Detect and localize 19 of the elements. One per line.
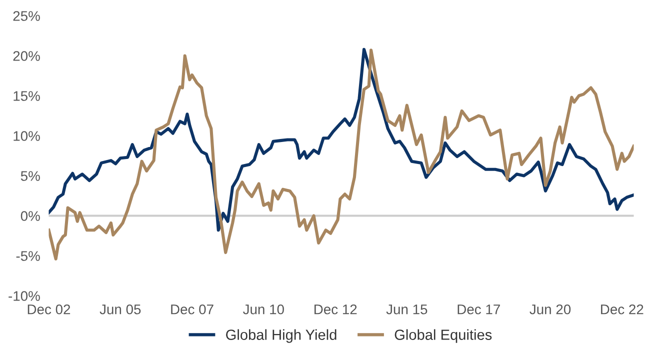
x-tick-label: Dec 12 [314,304,357,314]
x-tick-label: Jun 15 [386,304,428,314]
legend-label: Global Equities [394,329,492,343]
y-tick-label: -5% [16,251,40,261]
y-tick-label: 0% [20,211,40,221]
legend-label: Global High Yield [226,329,336,343]
y-tick-label: 20% [13,51,40,61]
x-tick-label: Jun 20 [530,304,571,314]
x-tick-label: Jun 05 [100,304,141,314]
y-tick-label: 5% [20,171,40,181]
x-tick-label: Dec 02 [28,304,70,314]
x-tick-label: Dec 07 [171,304,214,314]
x-tick-label: Jun 10 [243,304,284,314]
y-tick-label: 25% [13,11,40,21]
x-tick-label: Dec 17 [458,304,500,314]
y-tick-label: -10% [8,291,40,301]
y-tick-label: 10% [14,131,40,141]
x-tick-label: Dec 22 [601,304,644,314]
y-tick-label: 15% [14,91,40,101]
